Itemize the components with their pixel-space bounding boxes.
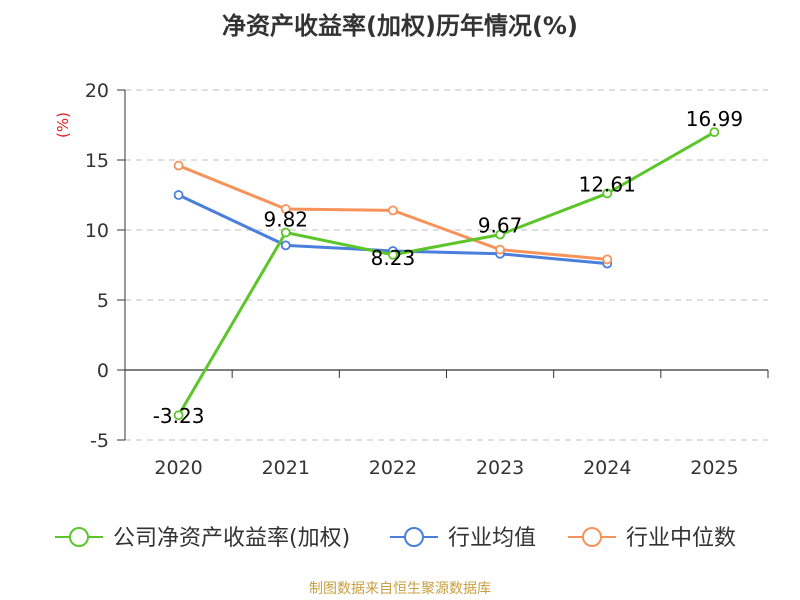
- data-point: [388, 249, 398, 260]
- x-tick-label: 2025: [690, 457, 738, 479]
- x-tick-label: 2020: [154, 457, 202, 479]
- legend: 公司净资产收益率(加权) 行业均值 行业中位数: [55, 526, 736, 551]
- data-point: [495, 229, 505, 240]
- data-point: [495, 244, 505, 255]
- legend-marker: [404, 527, 424, 547]
- y-tick-label: 15: [85, 150, 109, 172]
- data-point: [602, 188, 613, 199]
- data-label: 9.67: [478, 214, 523, 238]
- x-tick-label: 2021: [262, 457, 310, 479]
- data-point: [280, 227, 291, 238]
- data-label: 16.99: [686, 107, 743, 131]
- y-tick-label: -5: [90, 430, 109, 452]
- data-point: [280, 240, 291, 251]
- data-labels: -3.23 9.82 8.23 9.67 12.61 16.99: [153, 107, 743, 428]
- data-label: -3.23: [153, 404, 205, 428]
- y-tick-label: 5: [97, 290, 109, 312]
- x-tick-label: 2022: [369, 457, 417, 479]
- chart-title: 净资产收益率(加权)历年情况(%): [222, 12, 578, 40]
- data-point: [709, 127, 720, 138]
- data-point: [173, 410, 184, 421]
- grid-lines: [125, 89, 768, 441]
- legend-label: 公司净资产收益率(加权): [113, 526, 350, 551]
- data-point: [602, 254, 613, 265]
- data-point: [280, 204, 291, 214]
- data-label: 12.61: [579, 172, 636, 196]
- y-axis-unit-label: (%): [54, 112, 72, 138]
- data-label: 9.82: [263, 208, 308, 232]
- data-point: [388, 205, 398, 216]
- legend-marker: [582, 527, 602, 547]
- y-tick-label: 0: [97, 360, 109, 382]
- series-line: [177, 130, 716, 416]
- y-tick-label: 20: [85, 80, 109, 102]
- legend-label: 行业均值: [448, 526, 536, 551]
- legend-marker: [69, 527, 89, 547]
- x-tick-label: 2023: [476, 457, 524, 479]
- series-lines: [173, 127, 720, 421]
- legend-label: 行业中位数: [626, 526, 736, 551]
- data-point: [173, 160, 184, 171]
- data-point: [173, 190, 184, 200]
- x-tick-label: 2024: [583, 457, 631, 479]
- source-note: 制图数据来自恒生聚源数据库: [309, 581, 491, 597]
- y-tick-label: 10: [85, 220, 109, 242]
- data-label: 8.23: [371, 246, 416, 270]
